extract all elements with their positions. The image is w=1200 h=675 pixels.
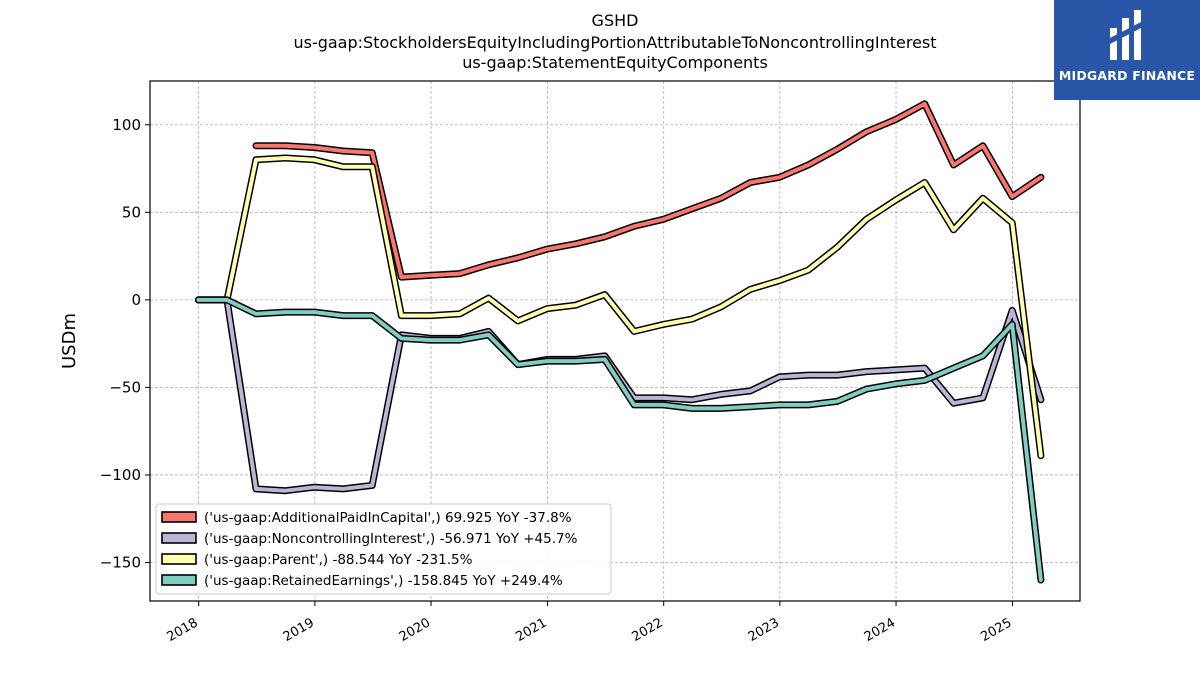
series-line-1	[254, 101, 1043, 280]
y-tick-label: 0	[131, 291, 141, 309]
legend-swatch	[161, 511, 197, 523]
y-tick-label: −100	[100, 466, 141, 484]
legend-entry: ('us-gaap:RetainedEarnings',) -158.845 Y…	[204, 573, 563, 589]
x-tick-label: 2021	[513, 615, 549, 645]
series-layer	[194, 100, 1045, 584]
y-tick-label: 50	[122, 203, 141, 221]
legend-swatch	[161, 574, 197, 586]
legend-box	[155, 503, 612, 595]
chart-title-line-2: us-gaap:StockholdersEquityIncludingPorti…	[293, 33, 936, 52]
axis-ticks: 100 50 0 −50 −100 −150 2018 2019 2020 2021 2022 202…	[100, 116, 1015, 645]
y-tick-label: 100	[112, 116, 141, 134]
y-tick-label: −50	[109, 378, 141, 396]
plot-frame	[149, 80, 1081, 602]
x-tick-label: 2023	[746, 615, 782, 645]
x-tick-label: 2024	[862, 615, 898, 645]
series-line-2	[196, 297, 1043, 493]
series-line-outline	[194, 296, 1045, 495]
x-tick-label: 2025	[978, 615, 1014, 645]
x-tick-label: 2019	[281, 615, 317, 645]
legend-entry: ('us-gaap:AdditionalPaidInCapital',) 69.…	[204, 510, 572, 526]
legend-entry: ('us-gaap:Parent',) -88.544 YoY -231.5%	[204, 552, 473, 568]
legend-swatch	[161, 553, 197, 565]
brand-logo: MIDGARD FINANCE	[1054, 0, 1200, 100]
y-axis-label: USDm	[59, 313, 80, 369]
chart-title-line-3: us-gaap:StatementEquityComponents	[462, 53, 768, 72]
legend-entry: ('us-gaap:NoncontrollingInterest',) -56.…	[204, 531, 578, 547]
x-tick-label: 2018	[165, 615, 201, 645]
x-tick-label: 2020	[397, 615, 433, 645]
series-line-3	[196, 156, 1043, 458]
series-line-outline	[194, 154, 1045, 460]
legend-swatch	[161, 532, 197, 544]
brand-name: MIDGARD FINANCE	[1058, 68, 1196, 83]
y-tick-label: −150	[100, 553, 141, 571]
midgard-logo-icon	[1110, 10, 1141, 60]
series-line-4	[196, 297, 1043, 582]
x-tick-label: 2022	[630, 615, 666, 645]
chart-title-line-1: GSHD	[592, 11, 639, 30]
legend: ('us-gaap:AdditionalPaidInCapital',) 69.…	[155, 503, 612, 595]
